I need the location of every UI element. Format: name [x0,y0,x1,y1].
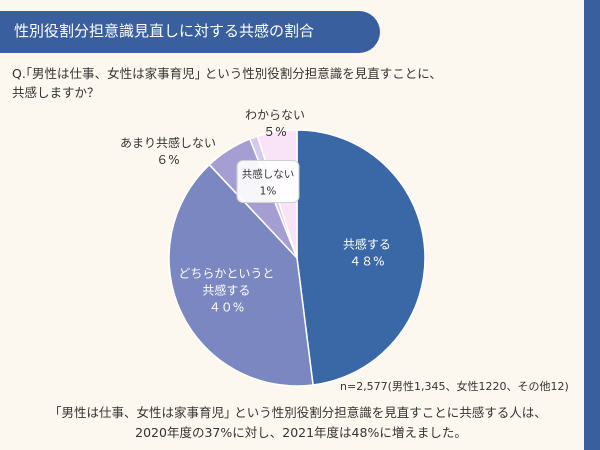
label-box [236,160,300,203]
slice-name: あまり共感しない [120,135,216,150]
conclusion-line-2: 2020年度の37%に対し、2021年度は48%に増えました。 [135,425,467,440]
slice-name: 共感しない [242,168,295,181]
label-disagree: 共感しない 1% [236,160,300,203]
slice-percent: ５% [263,125,286,139]
survey-question: Q.｢男性は仕事、女性は家事育児｣ という性別役割分担意識を見直すことに、 共感… [12,64,532,102]
title-banner: 性別役割分担意識見直しに対する共感の割合 [0,11,380,53]
page-title: 性別役割分担意識見直しに対する共感の割合 [14,22,315,40]
slice-name: 共感する [343,237,391,252]
label-agree: 共感する ４８% [343,237,391,269]
slice-percent: ４８% [349,255,384,269]
slice-agree [296,129,426,386]
slice-name: どちらかというと [178,267,274,281]
slice-percent: ４０% [209,301,244,315]
label-unknown: わからない ５% [245,108,305,139]
label-rather-disagree: あまり共感しない ６% [120,135,216,167]
slice-name: わからない [245,108,305,122]
sample-size-note: n=2,577(男性1,345、女性1220、その他12) [340,380,569,393]
pie-labels: 共感する４８%どちらかというと共感する４０%あまり共感しない６%共感しない1%わ… [120,108,391,315]
conclusion-text: ｢男性は仕事、女性は家事育児｣ という性別役割分担意識を見直すことに共感する人は… [26,403,576,443]
pie-slices [168,129,426,387]
slice-somewhat-agree [168,163,314,387]
slice-percent: 1% [260,186,277,198]
right-accent-bar [584,0,600,450]
slice-name: 共感する [202,283,250,298]
slice-percent: ６% [156,153,179,167]
conclusion-line-1: ｢男性は仕事、女性は家事育児｣ という性別役割分担意識を見直すことに共感する人は… [55,405,547,420]
question-line-1: Q.｢男性は仕事、女性は家事育児｣ という性別役割分担意識を見直すことに、 [12,66,442,81]
question-line-2: 共感しますか？ [12,85,100,100]
